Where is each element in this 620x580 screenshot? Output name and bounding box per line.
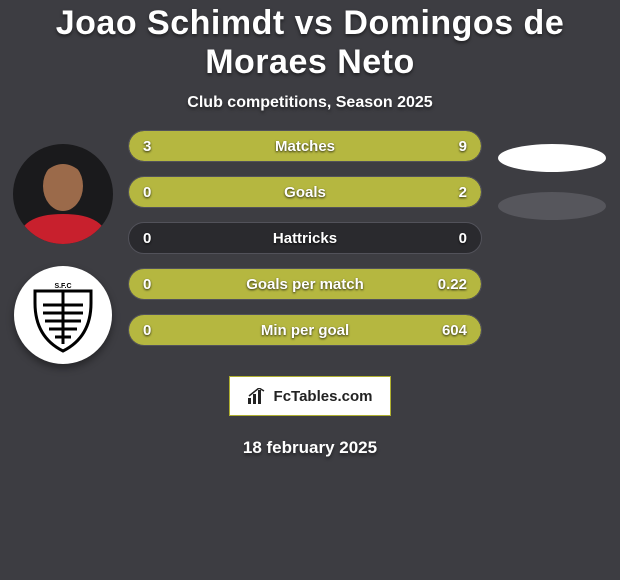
stat-value-right: 0.22 — [431, 276, 481, 293]
brand-text: FcTables.com — [274, 388, 373, 405]
left-column: S.F.C — [8, 130, 118, 364]
player-avatar — [13, 144, 113, 244]
comparison-content: S.F.C 3Matches90Goals20Hattricks00Goals … — [0, 130, 620, 364]
stat-value-left: 0 — [129, 322, 179, 339]
stat-label: Min per goal — [179, 322, 431, 339]
stat-bar: 3Matches9 — [128, 130, 482, 162]
stat-value-left: 0 — [129, 230, 179, 247]
club-logo-svg: S.F.C — [23, 275, 103, 355]
stats-column: 3Matches90Goals20Hattricks00Goals per ma… — [118, 130, 492, 346]
stat-value-right: 0 — [431, 230, 481, 247]
brand-box: FcTables.com — [229, 376, 392, 416]
stat-value-left: 0 — [129, 184, 179, 201]
page-title: Joao Schimdt vs Domingos de Moraes Neto — [0, 0, 620, 84]
right-column — [492, 130, 612, 220]
stat-value-right: 2 — [431, 184, 481, 201]
stat-bar: 0Goals2 — [128, 176, 482, 208]
stat-label: Hattricks — [179, 230, 431, 247]
stat-value-left: 0 — [129, 276, 179, 293]
stat-bar: 0Min per goal604 — [128, 314, 482, 346]
stat-value-right: 604 — [431, 322, 481, 339]
date-label: 18 february 2025 — [0, 416, 620, 458]
subtitle: Club competitions, Season 2025 — [0, 84, 620, 130]
indicator-ellipse — [498, 144, 606, 172]
club-initials: S.F.C — [54, 283, 71, 290]
stat-value-left: 3 — [129, 138, 179, 155]
stat-bar: 0Hattricks0 — [128, 222, 482, 254]
stat-label: Goals — [179, 184, 431, 201]
footer: FcTables.com — [0, 364, 620, 416]
stat-label: Goals per match — [179, 276, 431, 293]
chart-icon — [248, 388, 266, 404]
stat-value-right: 9 — [431, 138, 481, 155]
avatar-svg — [13, 144, 113, 244]
stat-label: Matches — [179, 138, 431, 155]
stat-bar: 0Goals per match0.22 — [128, 268, 482, 300]
indicator-ellipse — [498, 192, 606, 220]
club-logo: S.F.C — [14, 266, 112, 364]
